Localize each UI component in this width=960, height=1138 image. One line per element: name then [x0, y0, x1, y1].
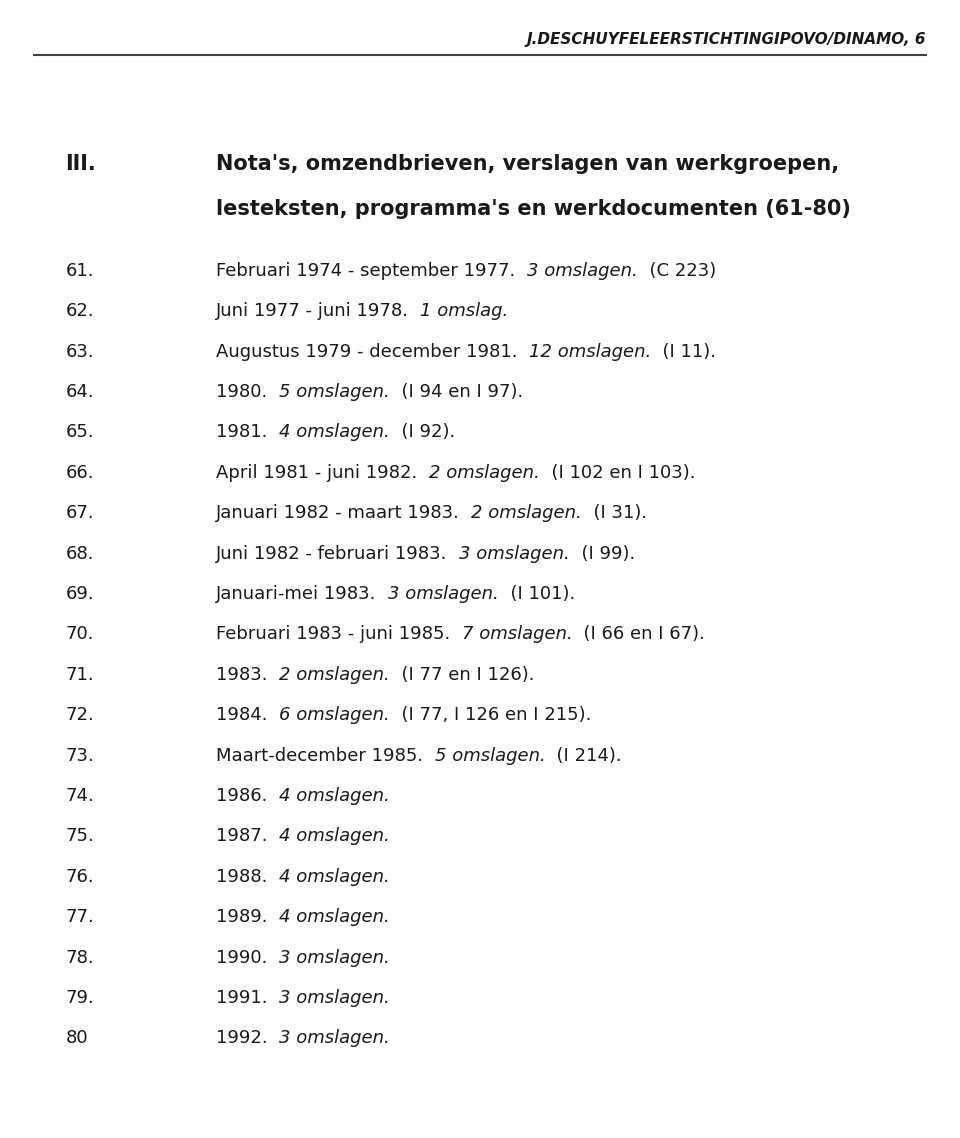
- Text: Februari 1974 - september 1977.: Februari 1974 - september 1977.: [216, 262, 527, 280]
- Text: 1990.: 1990.: [216, 948, 278, 966]
- Text: (I 77 en I 126).: (I 77 en I 126).: [390, 666, 535, 684]
- Text: 4 omslagen.: 4 omslagen.: [278, 423, 390, 442]
- Text: 64.: 64.: [65, 382, 94, 401]
- Text: 4 omslagen.: 4 omslagen.: [279, 908, 390, 926]
- Text: 61.: 61.: [65, 262, 94, 280]
- Text: 4 omslagen.: 4 omslagen.: [279, 827, 390, 846]
- Text: 80: 80: [65, 1029, 88, 1047]
- Text: 1988.: 1988.: [216, 867, 278, 885]
- Text: (I 66 en I 67).: (I 66 en I 67).: [572, 626, 706, 643]
- Text: 1992.: 1992.: [216, 1029, 279, 1047]
- Text: 1991.: 1991.: [216, 989, 279, 1007]
- Text: 1989.: 1989.: [216, 908, 279, 926]
- Text: 1981.: 1981.: [216, 423, 278, 442]
- Text: 5 omslagen.: 5 omslagen.: [278, 382, 390, 401]
- Text: 1984.: 1984.: [216, 706, 279, 724]
- Text: 70.: 70.: [65, 626, 94, 643]
- Text: (I 101).: (I 101).: [498, 585, 575, 603]
- Text: (I 92).: (I 92).: [390, 423, 455, 442]
- Text: 66.: 66.: [65, 464, 94, 481]
- Text: 75.: 75.: [65, 827, 94, 846]
- Text: (I 99).: (I 99).: [569, 544, 635, 562]
- Text: 6 omslagen.: 6 omslagen.: [279, 706, 390, 724]
- Text: 76.: 76.: [65, 867, 94, 885]
- Text: 73.: 73.: [65, 747, 94, 765]
- Text: 63.: 63.: [65, 343, 94, 361]
- Text: (I 102 en I 103).: (I 102 en I 103).: [540, 464, 695, 481]
- Text: 72.: 72.: [65, 706, 94, 724]
- Text: (C 223): (C 223): [637, 262, 716, 280]
- Text: 74.: 74.: [65, 787, 94, 805]
- Text: 68.: 68.: [65, 544, 94, 562]
- Text: 67.: 67.: [65, 504, 94, 522]
- Text: 3 omslagen.: 3 omslagen.: [527, 262, 637, 280]
- Text: 5 omslagen.: 5 omslagen.: [435, 747, 545, 765]
- Text: (I 11).: (I 11).: [651, 343, 716, 361]
- Text: 65.: 65.: [65, 423, 94, 442]
- Text: 4 omslagen.: 4 omslagen.: [278, 787, 390, 805]
- Text: 1983.: 1983.: [216, 666, 279, 684]
- Text: Juni 1977 - juni 1978.: Juni 1977 - juni 1978.: [216, 303, 420, 320]
- Text: 1986.: 1986.: [216, 787, 278, 805]
- Text: Augustus 1979 - december 1981.: Augustus 1979 - december 1981.: [216, 343, 529, 361]
- Text: 3 omslagen.: 3 omslagen.: [388, 585, 498, 603]
- Text: 7 omslagen.: 7 omslagen.: [462, 626, 572, 643]
- Text: 4 omslagen.: 4 omslagen.: [278, 867, 390, 885]
- Text: 3 omslagen.: 3 omslagen.: [279, 1029, 390, 1047]
- Text: 69.: 69.: [65, 585, 94, 603]
- Text: 79.: 79.: [65, 989, 94, 1007]
- Text: (I 77, I 126 en I 215).: (I 77, I 126 en I 215).: [390, 706, 591, 724]
- Text: 1980.: 1980.: [216, 382, 278, 401]
- Text: 12 omslagen.: 12 omslagen.: [529, 343, 651, 361]
- Text: 62.: 62.: [65, 303, 94, 320]
- Text: (I 31).: (I 31).: [582, 504, 647, 522]
- Text: Februari 1983 - juni 1985.: Februari 1983 - juni 1985.: [216, 626, 462, 643]
- Text: Maart-december 1985.: Maart-december 1985.: [216, 747, 435, 765]
- Text: lesteksten, programma's en werkdocumenten (61-80): lesteksten, programma's en werkdocumente…: [216, 199, 851, 220]
- Text: 2 omslagen.: 2 omslagen.: [279, 666, 390, 684]
- Text: 3 omslagen.: 3 omslagen.: [459, 544, 569, 562]
- Text: 1987.: 1987.: [216, 827, 279, 846]
- Text: Juni 1982 - februari 1983.: Juni 1982 - februari 1983.: [216, 544, 459, 562]
- Text: III.: III.: [65, 154, 96, 174]
- Text: (I 94 en I 97).: (I 94 en I 97).: [390, 382, 523, 401]
- Text: Nota's, omzendbrieven, verslagen van werkgroepen,: Nota's, omzendbrieven, verslagen van wer…: [216, 154, 839, 174]
- Text: Januari 1982 - maart 1983.: Januari 1982 - maart 1983.: [216, 504, 471, 522]
- Text: 3 omslagen.: 3 omslagen.: [279, 989, 390, 1007]
- Text: 78.: 78.: [65, 948, 94, 966]
- Text: 71.: 71.: [65, 666, 94, 684]
- Text: (I 214).: (I 214).: [545, 747, 622, 765]
- Text: April 1981 - juni 1982.: April 1981 - juni 1982.: [216, 464, 429, 481]
- Text: 3 omslagen.: 3 omslagen.: [278, 948, 390, 966]
- Text: 77.: 77.: [65, 908, 94, 926]
- Text: Januari-mei 1983.: Januari-mei 1983.: [216, 585, 388, 603]
- Text: 1 omslag.: 1 omslag.: [420, 303, 509, 320]
- Text: 2 omslagen.: 2 omslagen.: [429, 464, 540, 481]
- Text: 2 omslagen.: 2 omslagen.: [471, 504, 582, 522]
- Text: J.DESCHUYFELEERSTICHTINGIPOVO/DINAMO, 6: J.DESCHUYFELEERSTICHTINGIPOVO/DINAMO, 6: [527, 32, 926, 47]
